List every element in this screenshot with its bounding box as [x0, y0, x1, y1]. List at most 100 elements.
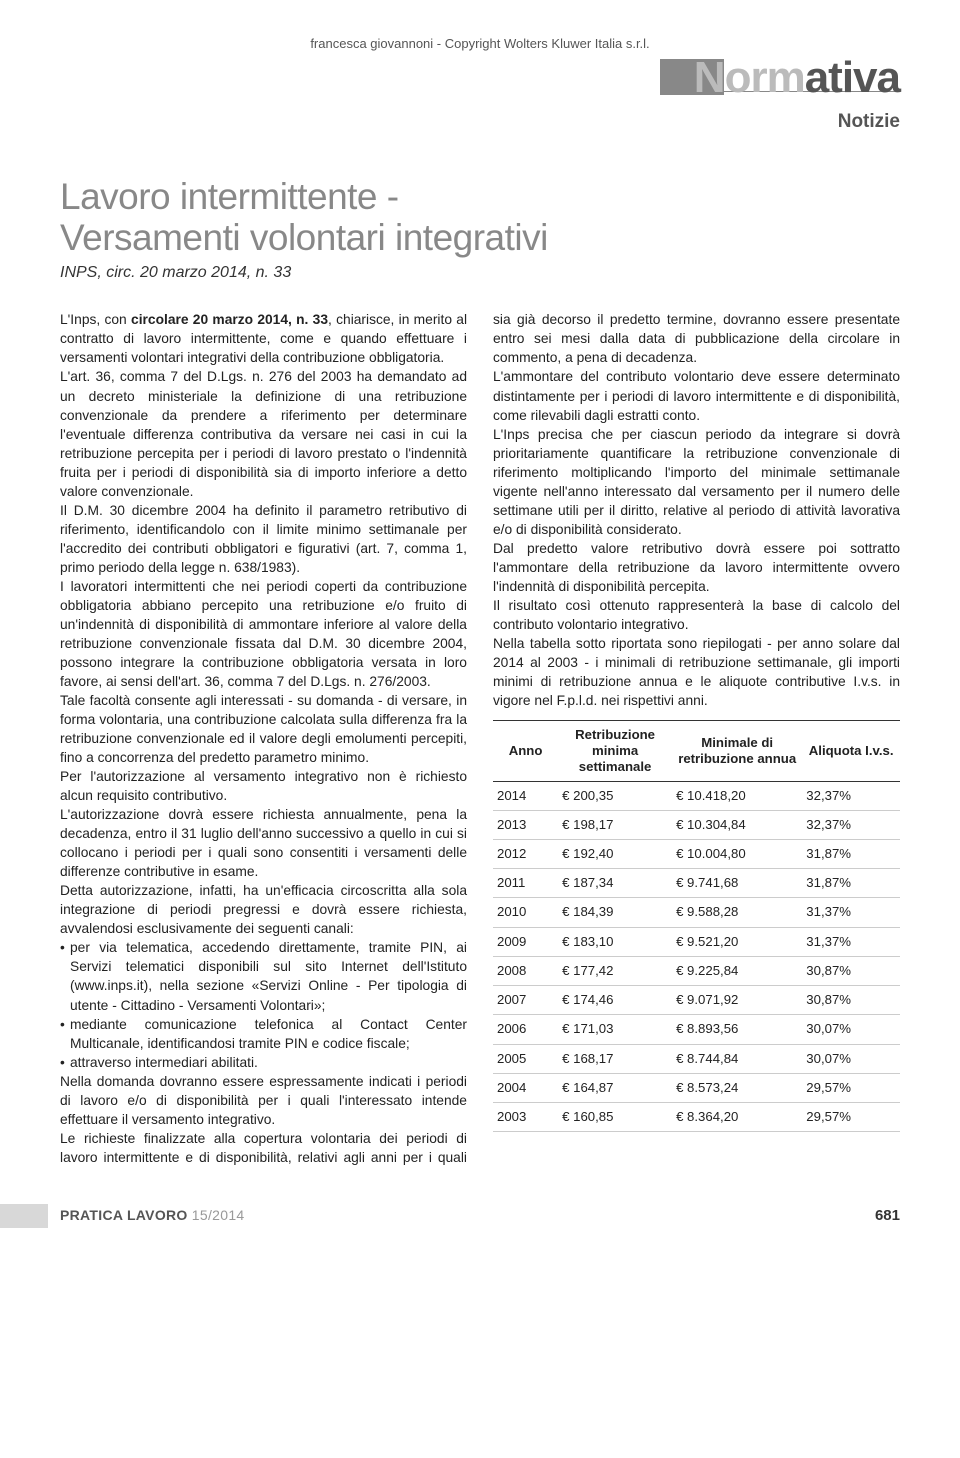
- table-cell: 2012: [493, 840, 558, 869]
- footer-tab: [0, 1204, 48, 1228]
- list-item: per via telematica, accedendo direttamen…: [60, 938, 467, 1014]
- table-cell: 2008: [493, 956, 558, 985]
- copyright-line: francesca giovannoni - Copyright Wolters…: [60, 36, 900, 51]
- table-cell: € 8.744,84: [672, 1044, 802, 1073]
- magazine-issue: 15/2014: [188, 1207, 245, 1223]
- table-cell: 31,37%: [802, 927, 900, 956]
- table-cell: 31,37%: [802, 898, 900, 927]
- table-cell: 30,87%: [802, 956, 900, 985]
- table-header-row: Anno Retribuzione minima settimanale Min…: [493, 721, 900, 782]
- masthead: Normativa Notizie: [60, 59, 900, 155]
- table-cell: € 198,17: [558, 810, 672, 839]
- table-cell: 2009: [493, 927, 558, 956]
- title-line-2: Versamenti volontari integrativi: [60, 217, 548, 258]
- table-cell: € 9.225,84: [672, 956, 802, 985]
- article-body: L'Inps, con circolare 20 marzo 2014, n. …: [60, 310, 900, 1166]
- col-aliquota: Aliquota I.v.s.: [802, 721, 900, 782]
- table-cell: € 8.893,56: [672, 1015, 802, 1044]
- table-row: 2006€ 171,03€ 8.893,5630,07%: [493, 1015, 900, 1044]
- table-cell: € 184,39: [558, 898, 672, 927]
- table-row: 2009€ 183,10€ 9.521,2031,37%: [493, 927, 900, 956]
- paragraph: L'Inps, con circolare 20 marzo 2014, n. …: [60, 310, 467, 367]
- table-cell: 2004: [493, 1073, 558, 1102]
- table-row: 2014€ 200,35€ 10.418,2032,37%: [493, 781, 900, 810]
- paragraph: Il D.M. 30 dicembre 2004 ha definito il …: [60, 501, 467, 577]
- category-light: Norm: [694, 53, 805, 102]
- table-cell: 2010: [493, 898, 558, 927]
- table-cell: € 168,17: [558, 1044, 672, 1073]
- table-cell: € 164,87: [558, 1073, 672, 1102]
- table-cell: € 187,34: [558, 869, 672, 898]
- category-dark: ativa: [805, 53, 900, 102]
- paragraph: Dal predetto valore retributivo dovrà es…: [493, 539, 900, 596]
- paragraph: L'ammontare del contributo volontario de…: [493, 367, 900, 424]
- table-cell: € 9.588,28: [672, 898, 802, 927]
- article-source: INPS, circ. 20 marzo 2014, n. 33: [60, 264, 900, 282]
- subcategory-label: Notizie: [838, 111, 900, 133]
- table-cell: € 8.573,24: [672, 1073, 802, 1102]
- table-cell: 29,57%: [802, 1102, 900, 1131]
- table-row: 2013€ 198,17€ 10.304,8432,37%: [493, 810, 900, 839]
- table-cell: € 192,40: [558, 840, 672, 869]
- table-row: 2010€ 184,39€ 9.588,2831,37%: [493, 898, 900, 927]
- table-cell: 31,87%: [802, 869, 900, 898]
- table-cell: € 160,85: [558, 1102, 672, 1131]
- footer-magazine: PRATICA LAVORO 15/2014: [60, 1207, 245, 1223]
- paragraph: L'art. 36, comma 7 del D.Lgs. n. 276 del…: [60, 367, 467, 500]
- table-cell: 30,87%: [802, 986, 900, 1015]
- table-cell: € 200,35: [558, 781, 672, 810]
- paragraph: Per l'autorizzazione al versamento integ…: [60, 767, 467, 805]
- table-cell: € 10.418,20: [672, 781, 802, 810]
- article-title: Lavoro intermittente - Versamenti volont…: [60, 177, 900, 258]
- channels-list: per via telematica, accedendo direttamen…: [60, 938, 467, 1071]
- table-cell: 2005: [493, 1044, 558, 1073]
- paragraph: Il risultato così ottenuto rappresenterà…: [493, 596, 900, 634]
- paragraph: Tale facoltà consente agli interessati -…: [60, 691, 467, 767]
- table-cell: € 10.004,80: [672, 840, 802, 869]
- list-item: attraverso intermediari abilitati.: [60, 1053, 467, 1072]
- list-item: mediante comunicazione telefonica al Con…: [60, 1015, 467, 1053]
- table-cell: 32,37%: [802, 810, 900, 839]
- table-row: 2005€ 168,17€ 8.744,8430,07%: [493, 1044, 900, 1073]
- table-cell: 31,87%: [802, 840, 900, 869]
- table-row: 2003€ 160,85€ 8.364,2029,57%: [493, 1102, 900, 1131]
- paragraph: Detta autorizzazione, infatti, ha un'eff…: [60, 881, 467, 938]
- table-row: 2011€ 187,34€ 9.741,6831,87%: [493, 869, 900, 898]
- table-cell: € 8.364,20: [672, 1102, 802, 1131]
- table-cell: 30,07%: [802, 1015, 900, 1044]
- paragraph: I lavoratori intermittenti che nei perio…: [60, 577, 467, 691]
- table-row: 2004€ 164,87€ 8.573,2429,57%: [493, 1073, 900, 1102]
- table-row: 2007€ 174,46€ 9.071,9230,87%: [493, 986, 900, 1015]
- table-cell: 2007: [493, 986, 558, 1015]
- col-retribuzione-settimanale: Retribuzione minima settimanale: [558, 721, 672, 782]
- page-number: 681: [875, 1207, 900, 1224]
- table-cell: 2013: [493, 810, 558, 839]
- table-cell: € 9.521,20: [672, 927, 802, 956]
- table-cell: € 9.741,68: [672, 869, 802, 898]
- table-row: 2012€ 192,40€ 10.004,8031,87%: [493, 840, 900, 869]
- col-anno: Anno: [493, 721, 558, 782]
- table-row: 2008€ 177,42€ 9.225,8430,87%: [493, 956, 900, 985]
- table-cell: 2006: [493, 1015, 558, 1044]
- col-minimale-annua: Minimale di retribuzione annua: [672, 721, 802, 782]
- category-label: Normativa: [694, 53, 900, 103]
- table-cell: € 171,03: [558, 1015, 672, 1044]
- text: L'Inps, con: [60, 312, 131, 327]
- table-cell: € 183,10: [558, 927, 672, 956]
- table-cell: 32,37%: [802, 781, 900, 810]
- table-cell: € 9.071,92: [672, 986, 802, 1015]
- category-block: Normativa: [660, 59, 900, 95]
- table-cell: 2003: [493, 1102, 558, 1131]
- rates-table: Anno Retribuzione minima settimanale Min…: [493, 720, 900, 1132]
- table-cell: € 177,42: [558, 956, 672, 985]
- magazine-name: PRATICA LAVORO: [60, 1207, 188, 1223]
- table-cell: € 10.304,84: [672, 810, 802, 839]
- paragraph: Nella tabella sotto riportata sono riepi…: [493, 634, 900, 710]
- table-cell: 30,07%: [802, 1044, 900, 1073]
- table-cell: € 174,46: [558, 986, 672, 1015]
- paragraph: L'autorizzazione dovrà essere richiesta …: [60, 805, 467, 881]
- table-cell: 29,57%: [802, 1073, 900, 1102]
- paragraph: L'Inps precisa che per ciascun periodo d…: [493, 425, 900, 539]
- table-cell: 2014: [493, 781, 558, 810]
- title-line-1: Lavoro intermittente -: [60, 176, 399, 217]
